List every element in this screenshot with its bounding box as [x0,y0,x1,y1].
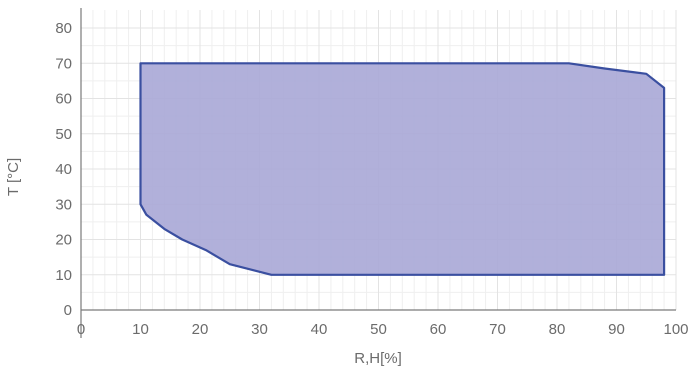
x-tick-labels: 0 10 20 30 40 50 60 70 80 90 100 [77,321,688,338]
y-tick-label-80: 80 [55,20,72,37]
x-tick-label-80: 80 [549,321,566,338]
plot-area [139,62,666,276]
axes [80,8,676,338]
y-tick-label-30: 30 [55,196,72,213]
x-tick-label-30: 30 [251,321,268,338]
x-tick-label-60: 60 [430,321,447,338]
x-tick-label-70: 70 [489,321,506,338]
y-tick-label-10: 10 [55,267,72,284]
y-tick-labels: 0 10 20 30 40 50 60 70 80 [55,20,72,319]
y-tick-label-70: 70 [55,55,72,72]
y-tick-label-60: 60 [55,91,72,108]
y-tick-label-20: 20 [55,232,72,249]
y-tick-label-50: 50 [55,126,72,143]
area-series-0 [139,62,666,276]
x-tick-label-0: 0 [77,321,85,338]
x-tick-label-100: 100 [663,321,688,338]
x-axis-label: R,H[%] [354,350,402,367]
y-axis-label: T [°C] [5,158,22,196]
x-tick-label-10: 10 [132,321,149,338]
x-tick-label-50: 50 [370,321,387,338]
y-tick-label-40: 40 [55,161,72,178]
x-tick-label-40: 40 [311,321,328,338]
x-tick-label-90: 90 [608,321,625,338]
x-tick-label-20: 20 [192,321,209,338]
y-tick-label-0: 0 [64,302,72,319]
